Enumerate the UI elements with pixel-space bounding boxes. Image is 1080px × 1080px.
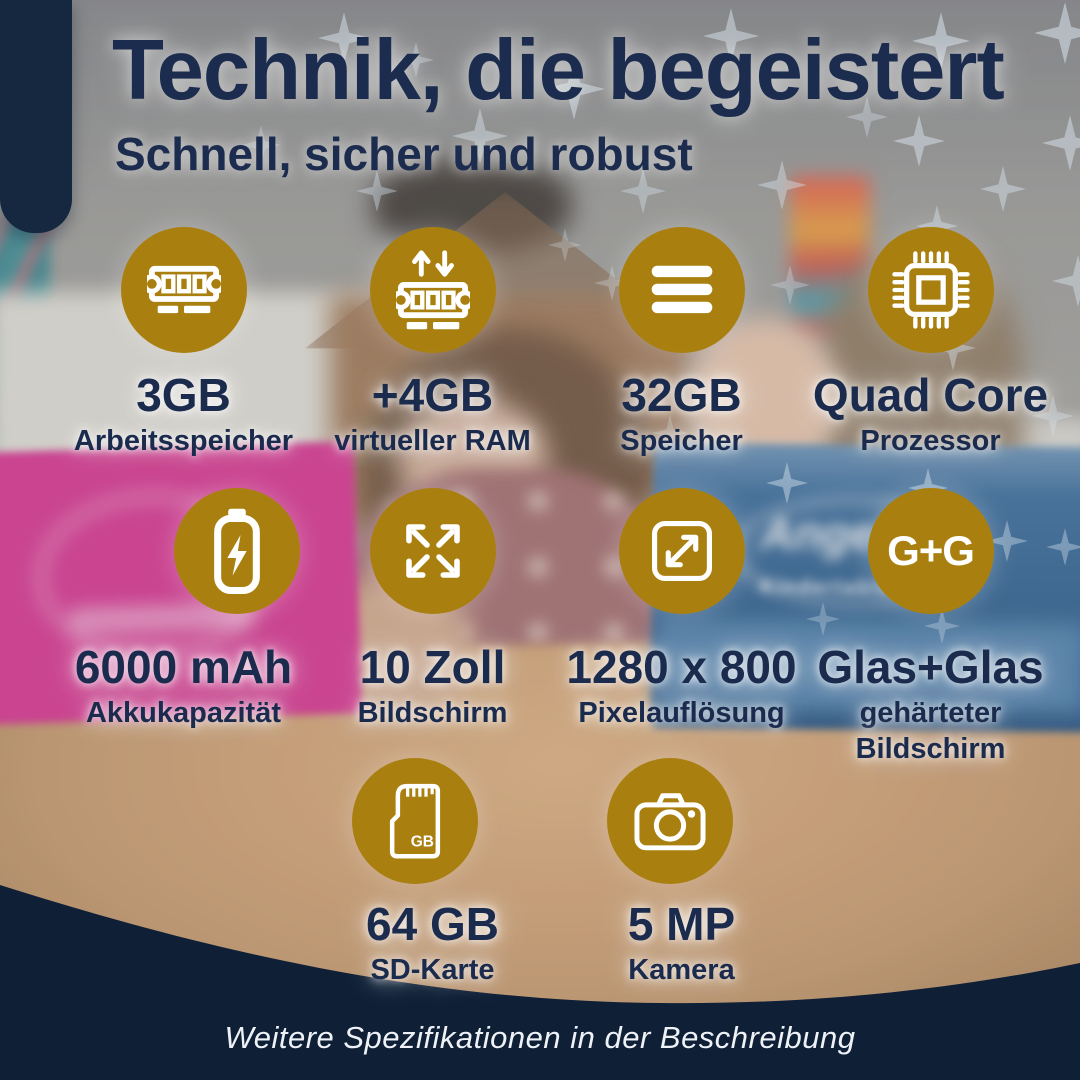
feature-value: +4GB <box>371 369 494 421</box>
resize-icon <box>618 488 745 614</box>
footer-note: Weitere Spezifikationen in der Beschreib… <box>224 1020 856 1055</box>
feature-value: 10 Zoll <box>359 641 506 693</box>
sd-icon-text: GB <box>410 833 433 850</box>
expand-icon <box>369 488 496 614</box>
feature-screen-size: 10 Zoll Bildschirm <box>308 472 557 742</box>
feature-label: Kamera <box>628 953 735 986</box>
ram-icon <box>120 227 247 353</box>
feature-value: 32GB <box>621 369 742 421</box>
gg-icon: G+G <box>867 488 994 614</box>
storage-lines-icon <box>618 227 745 353</box>
feature-value: Glas+Glas <box>817 641 1044 693</box>
feature-grid: 3GB Arbeitsspeicher <box>59 212 1055 1012</box>
feature-battery: 6000 mAh Akkukapazität <box>59 472 308 742</box>
feature-label: SD-Karte <box>370 953 495 986</box>
corner-tab <box>0 0 72 233</box>
feature-glass: G+G Glas+Glas gehärteter Bildschirm <box>806 472 1055 765</box>
feature-value: 5 MP <box>627 898 736 950</box>
feature-storage: 32GB Speicher <box>557 212 806 472</box>
feature-label: virtueller RAM <box>334 424 531 457</box>
feature-sd-card: GB 64 GB SD-Karte <box>308 742 557 1012</box>
page-title: Technik, die begeistert <box>112 23 1005 118</box>
feature-label: Pixelauflösung <box>578 696 785 729</box>
feature-processor: Quad Core Prozessor <box>806 212 1055 472</box>
feature-label: Speicher <box>620 424 743 457</box>
feature-ram: 3GB Arbeitsspeicher <box>59 212 308 472</box>
feature-label: Prozessor <box>860 424 1001 457</box>
cpu-icon <box>867 227 994 353</box>
feature-label: Arbeitsspeicher <box>73 424 294 457</box>
page-subtitle: Schnell, sicher und robust <box>115 128 693 180</box>
feature-value: 64 GB <box>366 898 499 950</box>
battery-icon <box>173 488 300 614</box>
wall-shade <box>0 0 1080 200</box>
feature-virtual-ram: +4GB virtueller RAM <box>308 212 557 472</box>
feature-label: Akkukapazität <box>85 696 281 729</box>
feature-resolution: 1280 x 800 Pixelauflösung <box>557 472 806 742</box>
sd-card-icon: GB <box>351 758 478 884</box>
feature-value: 1280 x 800 <box>566 641 797 693</box>
feature-label: Bildschirm <box>357 696 508 729</box>
feature-camera: 5 MP Kamera <box>557 742 806 1012</box>
camera-icon <box>606 758 733 884</box>
feature-value: Quad Core <box>812 369 1049 421</box>
feature-label: gehärteter Bildschirm <box>855 696 1006 766</box>
feature-value: 3GB <box>136 369 231 421</box>
ram-swap-icon <box>369 227 496 353</box>
gg-icon-text: G+G <box>887 527 975 574</box>
feature-value: 6000 mAh <box>74 641 293 693</box>
